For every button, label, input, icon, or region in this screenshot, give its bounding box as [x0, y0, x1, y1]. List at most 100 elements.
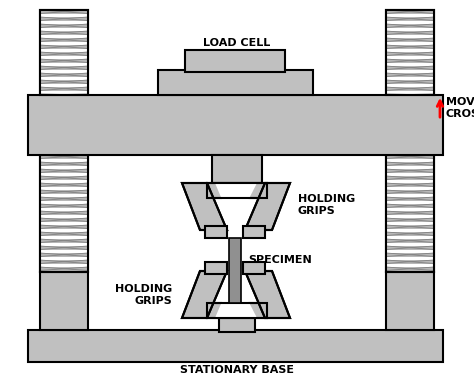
Bar — [28, 95, 443, 155]
Bar — [40, 172, 88, 176]
Bar — [40, 49, 88, 52]
Bar — [386, 80, 434, 83]
Bar — [386, 215, 434, 218]
Bar — [40, 80, 88, 83]
Bar — [40, 260, 88, 263]
Bar — [386, 91, 434, 94]
Bar — [229, 238, 241, 303]
Bar — [386, 272, 434, 330]
Bar — [40, 41, 88, 45]
Bar — [386, 31, 434, 34]
Bar — [386, 267, 434, 271]
Bar — [40, 66, 88, 69]
Bar — [40, 194, 88, 197]
Bar — [386, 17, 434, 20]
Bar — [386, 63, 434, 66]
Bar — [386, 229, 434, 232]
Text: LOAD CELL: LOAD CELL — [203, 38, 271, 48]
Bar — [386, 41, 434, 45]
Bar — [40, 221, 88, 225]
Bar — [40, 34, 88, 38]
Bar — [386, 211, 434, 215]
Bar — [386, 66, 434, 69]
Bar — [386, 69, 434, 73]
Polygon shape — [245, 271, 290, 318]
Bar — [40, 180, 88, 183]
Bar — [207, 183, 267, 198]
Bar — [386, 253, 434, 257]
Bar — [386, 28, 434, 31]
Polygon shape — [215, 273, 257, 318]
Text: MOVING
CROSSHEAD: MOVING CROSSHEAD — [446, 97, 474, 119]
Bar — [40, 10, 88, 95]
Bar — [40, 243, 88, 246]
Bar — [243, 226, 265, 238]
Bar — [386, 83, 434, 87]
Bar — [40, 225, 88, 229]
Bar — [40, 271, 88, 272]
Bar — [40, 190, 88, 194]
Bar — [40, 207, 88, 211]
Bar — [40, 14, 88, 17]
Bar — [386, 158, 434, 162]
Text: SPECIMEN: SPECIMEN — [248, 255, 312, 265]
Bar — [40, 204, 88, 207]
Bar — [386, 235, 434, 239]
Bar — [40, 253, 88, 257]
Bar — [40, 91, 88, 94]
Bar — [386, 200, 434, 204]
Bar — [40, 73, 88, 77]
Bar — [386, 87, 434, 91]
Bar — [386, 257, 434, 260]
Polygon shape — [182, 271, 227, 318]
Bar — [386, 24, 434, 28]
Bar — [158, 70, 313, 95]
Bar — [386, 218, 434, 221]
Bar — [207, 183, 267, 198]
Bar — [386, 197, 434, 200]
Polygon shape — [215, 183, 257, 228]
Bar — [40, 94, 88, 95]
Bar — [386, 263, 434, 267]
Bar — [185, 50, 285, 72]
Bar — [386, 49, 434, 52]
Bar — [386, 186, 434, 190]
Bar — [40, 24, 88, 28]
Bar — [219, 318, 255, 332]
Bar — [40, 239, 88, 243]
Bar — [40, 211, 88, 215]
Bar — [40, 69, 88, 73]
Bar — [40, 229, 88, 232]
Bar — [40, 176, 88, 180]
Bar — [40, 155, 88, 272]
Bar — [40, 17, 88, 20]
Bar — [40, 200, 88, 204]
Bar — [386, 169, 434, 172]
Bar — [40, 186, 88, 190]
Bar — [40, 232, 88, 235]
Bar — [386, 190, 434, 194]
Bar — [40, 218, 88, 221]
Bar — [40, 59, 88, 63]
Bar — [40, 31, 88, 34]
Bar — [40, 155, 88, 158]
Bar — [40, 257, 88, 260]
Bar — [40, 63, 88, 66]
Bar — [40, 38, 88, 41]
Bar — [40, 197, 88, 200]
Bar — [386, 73, 434, 77]
Bar — [40, 263, 88, 267]
Bar — [386, 45, 434, 49]
Bar — [386, 204, 434, 207]
Bar — [40, 166, 88, 169]
Bar — [243, 262, 265, 274]
Bar — [28, 330, 443, 362]
Bar — [386, 52, 434, 55]
Bar — [40, 235, 88, 239]
Bar — [386, 239, 434, 243]
Bar — [40, 10, 88, 95]
Bar — [386, 249, 434, 253]
Bar — [386, 38, 434, 41]
Bar — [386, 10, 434, 95]
Bar — [386, 172, 434, 176]
